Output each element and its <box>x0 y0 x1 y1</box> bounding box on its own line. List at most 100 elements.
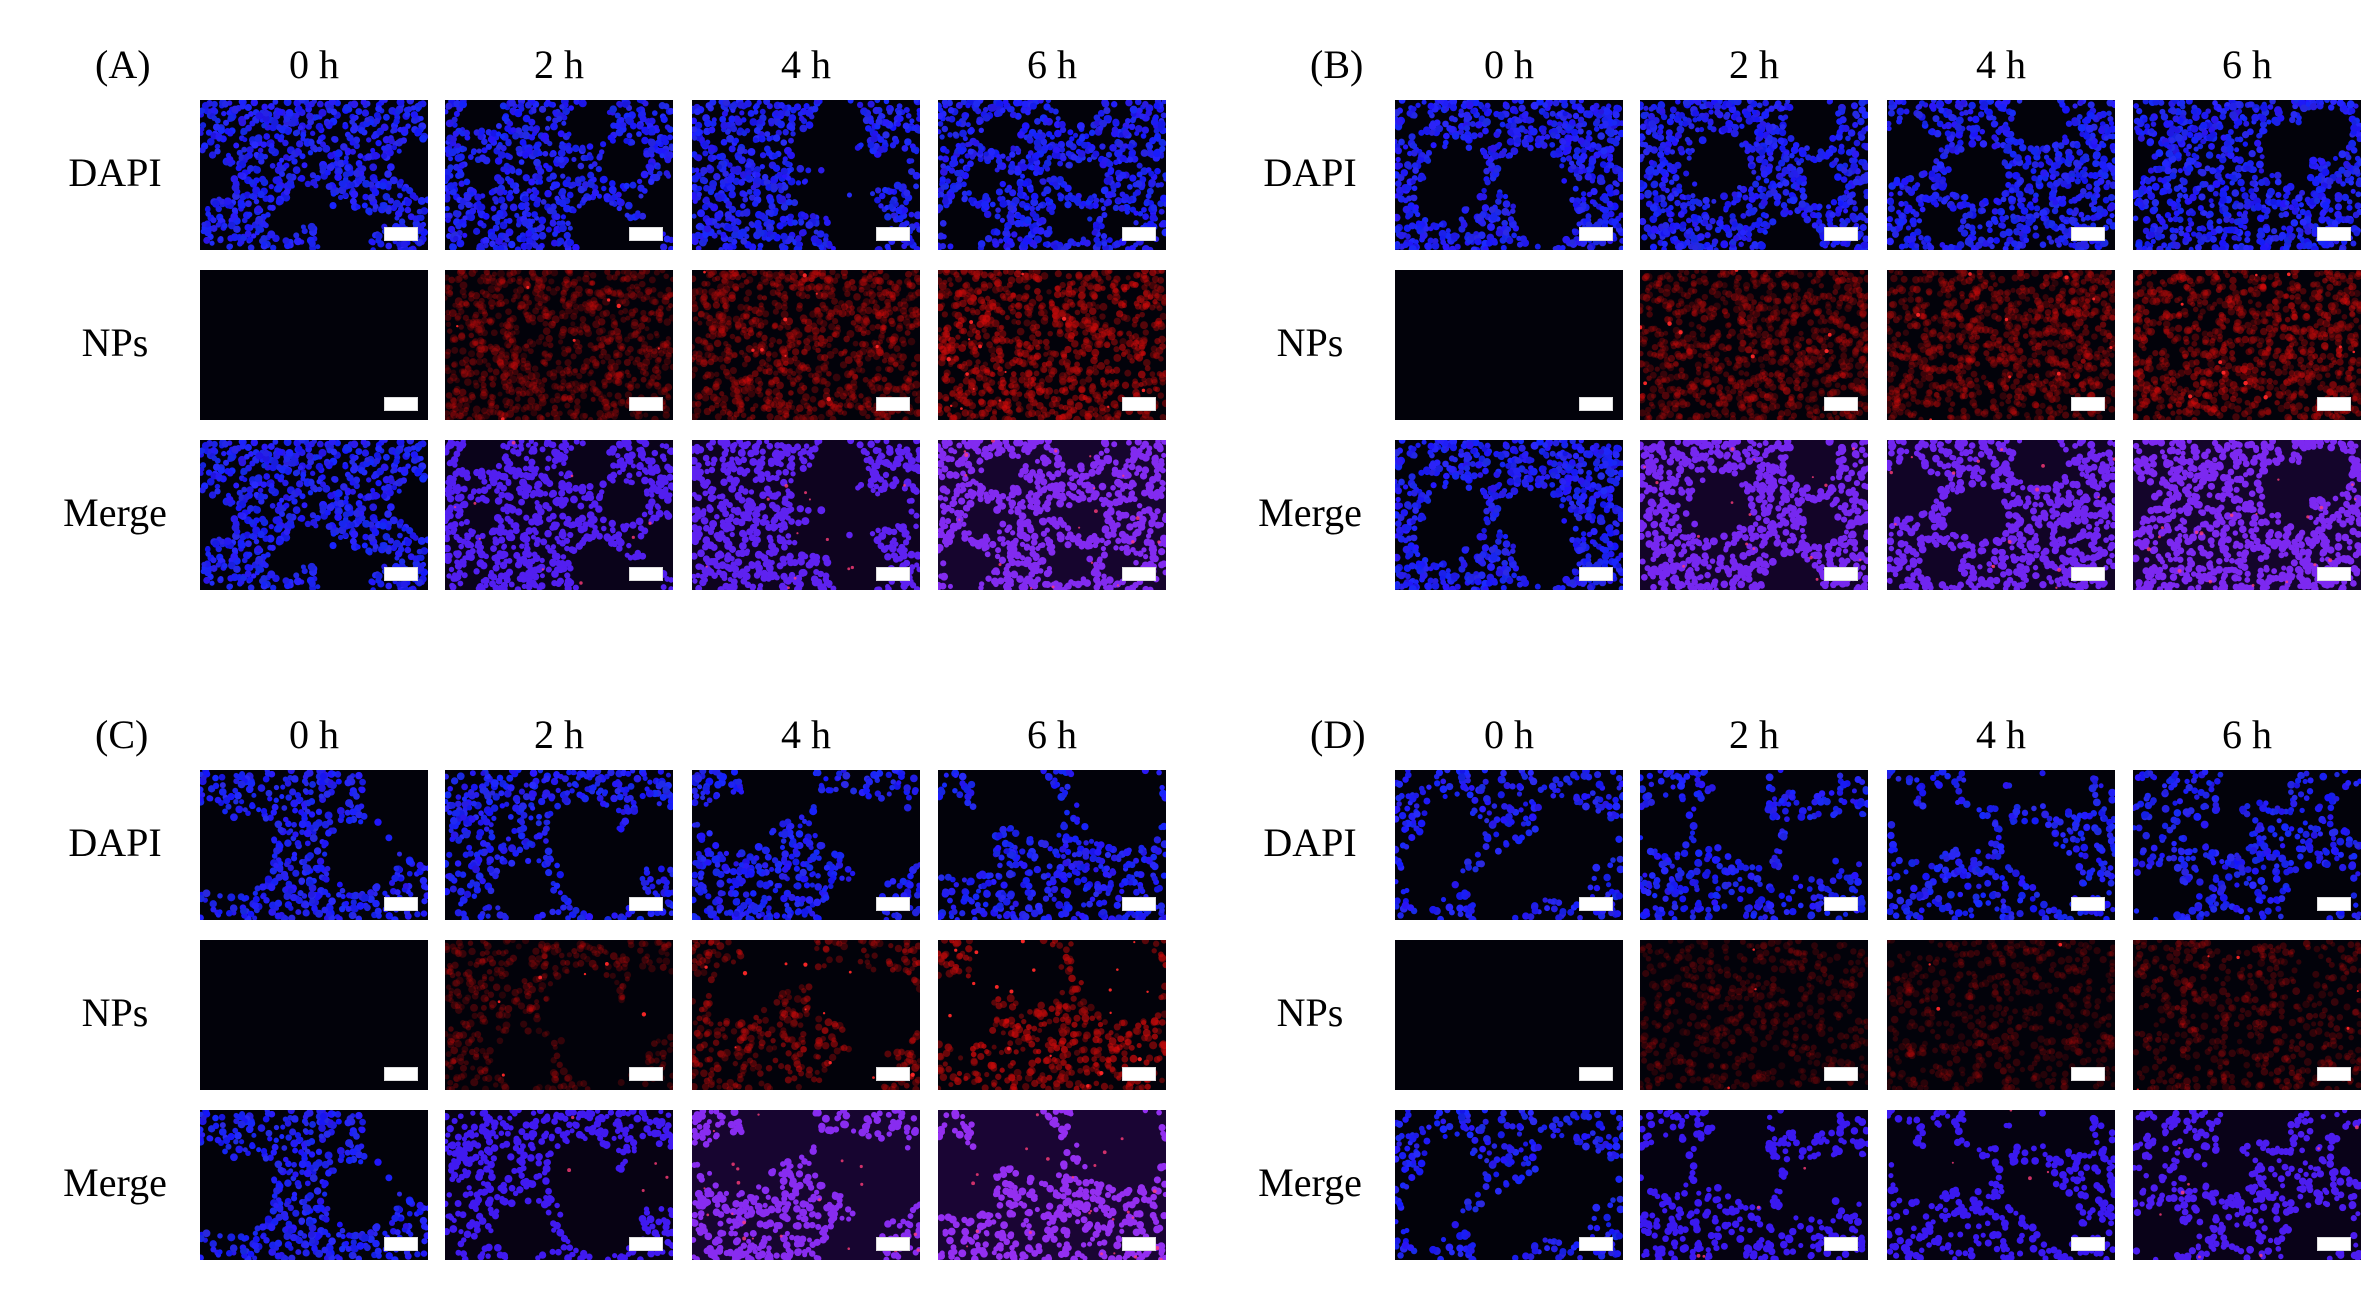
scale-bar <box>876 227 910 241</box>
scale-bar <box>1824 1237 1858 1251</box>
channel-label: Merge <box>1258 1160 1362 1205</box>
time-point-label: 2 h <box>1729 712 1779 757</box>
scale-bar <box>384 1067 418 1081</box>
micrograph-merge-6h <box>2133 440 2361 590</box>
scale-bar <box>384 567 418 581</box>
micrograph-merge-6h <box>2133 1110 2361 1260</box>
scale-bar <box>629 567 663 581</box>
micrograph-canvas <box>1887 440 2115 590</box>
micrograph-canvas <box>445 100 673 250</box>
scale-bar <box>384 397 418 411</box>
micrograph-nps-2h <box>1640 270 1868 420</box>
micrograph-canvas <box>1640 1110 1868 1260</box>
micrograph-canvas <box>938 100 1166 250</box>
channel-label: Merge <box>1258 490 1362 535</box>
scale-bar <box>876 397 910 411</box>
micrograph-dapi-0h <box>1395 770 1623 920</box>
micrograph-nps-6h <box>938 270 1166 420</box>
micrograph-canvas <box>1395 270 1623 420</box>
micrograph-canvas <box>200 1110 428 1260</box>
figure-panel: (C) 0 h 2 h 4 h 6 h DAPI NPs Merge <box>0 670 1180 1290</box>
figure-panel: (B) 0 h 2 h 4 h 6 h DAPI NPs Merge <box>1195 0 2375 620</box>
time-point-label: 0 h <box>289 42 339 87</box>
channel-label: NPs <box>1276 990 1344 1035</box>
scale-bar <box>1579 897 1613 911</box>
micrograph-canvas <box>445 1110 673 1260</box>
scale-bar <box>1824 567 1858 581</box>
time-point-label: 4 h <box>1976 712 2026 757</box>
micrograph-canvas <box>1640 940 1868 1090</box>
time-point-label: 0 h <box>289 712 339 757</box>
scale-bar <box>2071 1067 2105 1081</box>
micrograph-canvas <box>200 940 428 1090</box>
micrograph-canvas <box>1640 100 1868 250</box>
micrograph-canvas <box>1887 1110 2115 1260</box>
micrograph-canvas <box>938 770 1166 920</box>
figure-panel: (D) 0 h 2 h 4 h 6 h DAPI NPs Merge <box>1195 670 2375 1290</box>
time-point-label: 2 h <box>534 42 584 87</box>
micrograph-canvas <box>1395 440 1623 590</box>
scale-bar <box>629 227 663 241</box>
micrograph-dapi-0h <box>1395 100 1623 250</box>
micrograph-dapi-4h <box>692 770 920 920</box>
micrograph-dapi-4h <box>692 100 920 250</box>
micrograph-merge-2h <box>445 440 673 590</box>
scale-bar <box>1824 897 1858 911</box>
micrograph-canvas <box>200 270 428 420</box>
micrograph-canvas <box>692 100 920 250</box>
channel-label: NPs <box>1276 320 1344 365</box>
micrograph-nps-2h <box>445 940 673 1090</box>
time-point-label: 0 h <box>1484 712 1534 757</box>
time-point-label: 4 h <box>781 42 831 87</box>
scale-bar <box>2071 1237 2105 1251</box>
micrograph-merge-0h <box>200 440 428 590</box>
micrograph-canvas <box>200 440 428 590</box>
micrograph-nps-4h <box>692 270 920 420</box>
scale-bar <box>876 1067 910 1081</box>
time-point-label: 2 h <box>1729 42 1779 87</box>
channel-label: Merge <box>63 1160 167 1205</box>
micrograph-nps-0h <box>200 270 428 420</box>
micrograph-dapi-6h <box>2133 100 2361 250</box>
micrograph-canvas <box>1640 440 1868 590</box>
scale-bar <box>2317 1067 2351 1081</box>
micrograph-canvas <box>1640 270 1868 420</box>
scale-bar <box>1122 227 1156 241</box>
micrograph-merge-6h <box>938 1110 1166 1260</box>
micrograph-nps-6h <box>2133 270 2361 420</box>
micrograph-dapi-2h <box>1640 100 1868 250</box>
micrograph-dapi-4h <box>1887 770 2115 920</box>
scale-bar <box>2071 227 2105 241</box>
micrograph-canvas <box>938 440 1166 590</box>
micrograph-canvas <box>2133 270 2361 420</box>
micrograph-merge-6h <box>938 440 1166 590</box>
micrograph-dapi-6h <box>2133 770 2361 920</box>
micrograph-canvas <box>2133 100 2361 250</box>
scale-bar <box>1824 1067 1858 1081</box>
micrograph-canvas <box>692 270 920 420</box>
micrograph-merge-0h <box>200 1110 428 1260</box>
micrograph-nps-6h <box>2133 940 2361 1090</box>
micrograph-merge-4h <box>1887 440 2115 590</box>
micrograph-nps-6h <box>938 940 1166 1090</box>
micrograph-merge-4h <box>692 440 920 590</box>
channel-label: DAPI <box>68 150 162 195</box>
micrograph-dapi-6h <box>938 770 1166 920</box>
micrograph-merge-2h <box>1640 1110 1868 1260</box>
scale-bar <box>2317 897 2351 911</box>
scale-bar <box>384 897 418 911</box>
panel-label: (B) <box>1310 42 1364 87</box>
micrograph-canvas <box>1395 1110 1623 1260</box>
micrograph-merge-2h <box>1640 440 1868 590</box>
micrograph-canvas <box>2133 1110 2361 1260</box>
micrograph-canvas <box>200 100 428 250</box>
micrograph-canvas <box>2133 770 2361 920</box>
scale-bar <box>1122 1067 1156 1081</box>
micrograph-canvas <box>1887 770 2115 920</box>
micrograph-canvas <box>1887 100 2115 250</box>
scale-bar <box>1122 397 1156 411</box>
micrograph-canvas <box>692 940 920 1090</box>
channel-label: Merge <box>63 490 167 535</box>
scale-bar <box>1579 1067 1613 1081</box>
micrograph-nps-4h <box>692 940 920 1090</box>
